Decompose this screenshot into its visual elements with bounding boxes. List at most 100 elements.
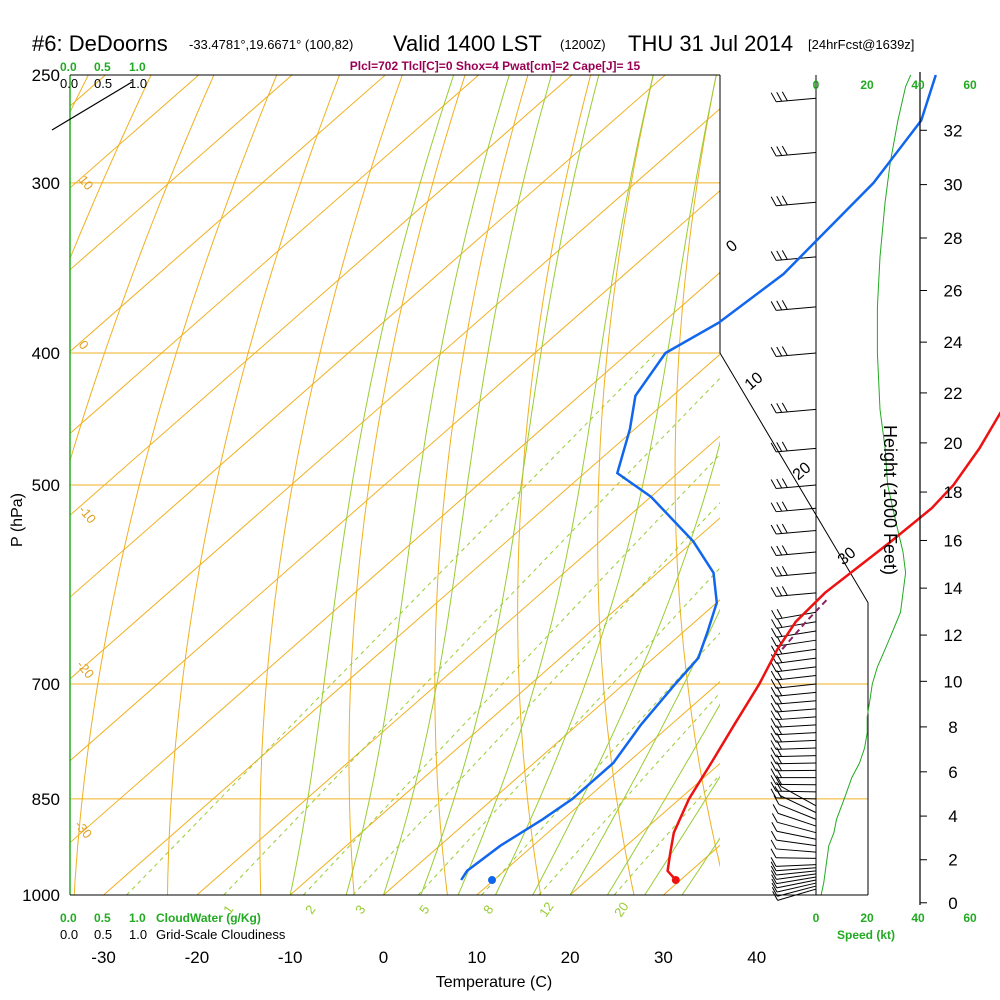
dry-adiabat — [517, 75, 592, 895]
isotherm — [70, 75, 293, 271]
wind-barb — [773, 795, 817, 820]
wind-speed-profile — [820, 74, 912, 896]
mixing-ratio-label: 3 — [352, 902, 368, 917]
speed-top-tick-2: 40 — [911, 78, 925, 92]
cloud-top-tick-1: 0.5 — [94, 76, 112, 91]
cloud-bottom-tick-1: 0.5 — [94, 927, 112, 942]
pressure-tick: 700 — [32, 675, 60, 694]
cloud-top-tick-0: 0.0 — [60, 76, 78, 91]
cloud-top-tick-2: 1.0 — [129, 76, 147, 91]
dry-adiabat — [962, 75, 1000, 895]
y-axis-title: P (hPa) — [9, 493, 26, 547]
cloud-bottom-tick-0: 0.0 — [60, 927, 78, 942]
cw-bottom-tick-1: 0.5 — [94, 911, 111, 925]
dry-adiabat — [348, 75, 466, 895]
wind-barb — [770, 91, 817, 103]
temperature-tick: 20 — [561, 948, 580, 967]
mixing-ratio-line — [481, 632, 720, 895]
surface-markers — [488, 876, 680, 885]
speed-top-tick-1: 20 — [860, 78, 874, 92]
moist-adiabat-lines — [289, 75, 720, 895]
cloudiness-scale-line — [51, 81, 133, 131]
pressure-tick: 300 — [32, 174, 60, 193]
wind-barbs — [770, 91, 817, 901]
isotherm — [0, 0, 5, 895]
wind-barb — [771, 618, 817, 629]
dewpoint-surface-marker — [488, 876, 497, 885]
wind-barb — [771, 813, 817, 834]
height-tick: 18 — [944, 483, 963, 502]
dry-adiabat — [750, 75, 821, 895]
temperature-tick: 40 — [747, 948, 766, 967]
cw-top-tick-2: 1.0 — [129, 60, 146, 74]
isotherm — [476, 681, 720, 895]
dry-adiabat — [0, 75, 26, 895]
wind-barb — [771, 627, 817, 638]
speed-bottom-tick-3: 60 — [963, 911, 977, 925]
mixing-ratio-label: 8 — [480, 902, 496, 917]
wind-barb — [770, 566, 817, 577]
dry-adiabat — [73, 75, 278, 895]
adiabat-label: 20 — [790, 459, 815, 484]
wind-barb — [770, 300, 817, 311]
wind-barb — [771, 608, 817, 620]
height-tick: 14 — [944, 579, 963, 598]
temperature-tick-labels: -30 -20 -10 0 10 20 30 40 — [91, 948, 766, 967]
wind-barb — [770, 781, 817, 793]
dry-adiabat-lines — [0, 75, 1000, 895]
wind-barb — [772, 804, 817, 827]
isotherm-label: 0 — [76, 337, 92, 352]
wind-barb — [770, 788, 817, 800]
mixing-ratio-line — [613, 773, 720, 895]
isotherm — [289, 517, 720, 895]
station-title: #6: DeDoorns — [32, 31, 168, 56]
height-tick: 32 — [944, 121, 963, 140]
adiabat-label: 10 — [742, 369, 767, 394]
wind-barb — [771, 636, 817, 647]
dry-adiabat — [167, 75, 340, 895]
mixing-ratio-label: 2 — [302, 902, 318, 917]
isotherm — [70, 189, 720, 762]
isotherm — [70, 108, 720, 680]
dry-adiabat — [674, 75, 720, 868]
wind-barb — [770, 857, 817, 867]
valid-date: THU 31 Jul 2014 — [628, 31, 793, 56]
wind-barb — [770, 478, 817, 489]
wind-barb — [770, 653, 817, 664]
cloudwater-label: CloudWater (g/Kg) — [156, 911, 261, 925]
wind-barb — [770, 545, 817, 557]
dewpoint-line — [460, 74, 937, 881]
wind-barb — [770, 768, 816, 779]
pressure-tick: 850 — [32, 790, 60, 809]
speed-bottom-tick-2: 40 — [911, 911, 925, 925]
isotherm — [196, 435, 720, 895]
wind-barb — [770, 250, 817, 261]
height-tick: 26 — [944, 282, 963, 301]
height-tick: 8 — [948, 718, 957, 737]
height-tick: 28 — [944, 229, 963, 248]
station-coordinates: -33.4781°,19.6671° (100,82) — [189, 37, 353, 52]
pressure-tick: 400 — [32, 344, 60, 363]
moist-adiabat — [289, 75, 455, 895]
moist-adiabat — [495, 75, 717, 895]
height-tick: 4 — [948, 807, 957, 826]
isotherm-label: -10 — [76, 502, 100, 526]
zulu-time: (1200Z) — [560, 37, 606, 52]
height-tick: 0 — [948, 894, 957, 913]
wind-barb — [770, 145, 817, 157]
height-tick: 20 — [944, 434, 963, 453]
temperature-tick: -30 — [91, 948, 116, 967]
mixing-ratio-line — [417, 567, 720, 895]
isotherm — [70, 271, 720, 844]
wind-barb — [770, 195, 817, 207]
wind-barb — [770, 865, 817, 876]
isotherm — [0, 0, 98, 895]
isotherm — [850, 0, 1000, 895]
wind-barb — [770, 761, 817, 772]
pressure-tick: 1000 — [22, 886, 60, 905]
wind-barb — [770, 830, 817, 847]
moist-adiabat — [345, 75, 510, 895]
cw-top-tick-1: 0.5 — [94, 60, 111, 74]
height-tick: 12 — [944, 626, 963, 645]
